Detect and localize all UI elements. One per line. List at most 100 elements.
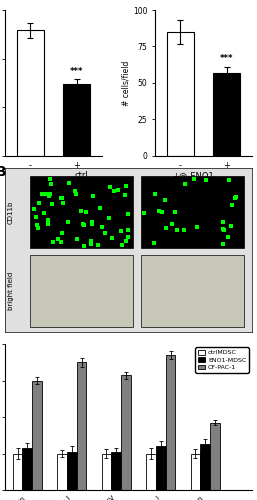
Point xyxy=(35,222,39,230)
Point xyxy=(66,218,70,226)
Point xyxy=(46,216,50,224)
Point xyxy=(36,224,40,232)
Point xyxy=(226,232,230,240)
Point xyxy=(84,208,88,216)
Point xyxy=(60,194,65,202)
Bar xyxy=(63,84,90,156)
Text: bright field: bright field xyxy=(8,272,14,310)
Bar xyxy=(121,375,131,490)
Point xyxy=(195,223,199,231)
Point xyxy=(222,226,226,234)
Bar xyxy=(156,446,166,490)
Point xyxy=(48,190,52,198)
Point xyxy=(160,208,164,216)
Point xyxy=(126,226,130,234)
Point xyxy=(98,204,102,212)
Point xyxy=(56,236,60,244)
Point xyxy=(142,209,146,217)
Point xyxy=(81,220,85,228)
Point xyxy=(100,224,104,232)
Text: ctrl: ctrl xyxy=(75,172,88,180)
Bar xyxy=(32,380,42,490)
Legend: ctrlMDSC, ENO1-MDSC, CF-PAC-1: ctrlMDSC, ENO1-MDSC, CF-PAC-1 xyxy=(196,348,249,372)
Point xyxy=(47,192,51,200)
Bar xyxy=(200,444,210,490)
Text: ***: *** xyxy=(220,54,233,63)
Point xyxy=(44,190,48,198)
Point xyxy=(96,240,100,248)
Point xyxy=(221,218,225,226)
Point xyxy=(124,236,128,244)
Bar xyxy=(146,454,156,490)
Point xyxy=(152,239,156,247)
Bar xyxy=(167,32,194,156)
Point xyxy=(59,194,63,202)
Point xyxy=(126,233,130,241)
Text: @-ENO1: @-ENO1 xyxy=(188,192,219,202)
Bar xyxy=(17,30,44,156)
Point xyxy=(118,227,123,235)
Point xyxy=(183,180,188,188)
Point xyxy=(59,238,63,246)
Point xyxy=(163,196,167,204)
Point xyxy=(175,226,179,234)
Text: @-ENO1: @-ENO1 xyxy=(38,192,69,202)
Bar xyxy=(22,448,32,490)
Text: ***: *** xyxy=(70,67,83,76)
Point xyxy=(74,190,78,198)
Point xyxy=(173,208,177,216)
Point xyxy=(153,190,157,198)
Point xyxy=(204,176,208,184)
Bar xyxy=(30,176,133,248)
Point xyxy=(40,190,44,198)
Point xyxy=(112,188,116,196)
Bar xyxy=(30,255,133,327)
Point xyxy=(67,179,71,187)
Point xyxy=(234,192,238,200)
Bar xyxy=(13,454,22,490)
Text: B: B xyxy=(0,164,6,178)
Point xyxy=(79,206,83,214)
Bar xyxy=(67,452,77,490)
Point xyxy=(46,220,50,228)
Point xyxy=(60,229,64,237)
Point xyxy=(227,176,231,184)
Point xyxy=(75,234,79,242)
Point xyxy=(82,242,86,250)
Point xyxy=(90,220,94,228)
Point xyxy=(125,210,130,218)
Point xyxy=(116,186,120,194)
Point xyxy=(230,200,234,208)
Point xyxy=(110,234,114,242)
Point xyxy=(103,229,107,237)
Point xyxy=(170,220,174,228)
Point xyxy=(51,238,55,246)
Point xyxy=(182,226,187,234)
Point xyxy=(81,221,86,229)
Point xyxy=(221,240,225,248)
Point xyxy=(89,218,94,226)
Point xyxy=(124,182,128,190)
Bar xyxy=(57,454,67,490)
Bar xyxy=(190,454,200,490)
Point xyxy=(91,192,95,200)
Bar xyxy=(102,454,111,490)
Bar xyxy=(210,422,220,490)
Point xyxy=(233,194,237,202)
Bar xyxy=(111,452,121,490)
Point xyxy=(37,199,41,207)
Point xyxy=(108,184,112,192)
Point xyxy=(34,214,38,222)
Bar xyxy=(166,355,175,490)
Bar xyxy=(141,176,244,248)
Bar xyxy=(77,362,87,490)
Point xyxy=(50,200,54,208)
Point xyxy=(48,174,52,182)
Point xyxy=(107,214,111,222)
Point xyxy=(42,208,46,216)
Point xyxy=(73,186,77,194)
Y-axis label: # cells/field: # cells/field xyxy=(121,60,130,106)
Point xyxy=(157,207,161,215)
Point xyxy=(123,190,127,198)
Point xyxy=(89,238,93,246)
